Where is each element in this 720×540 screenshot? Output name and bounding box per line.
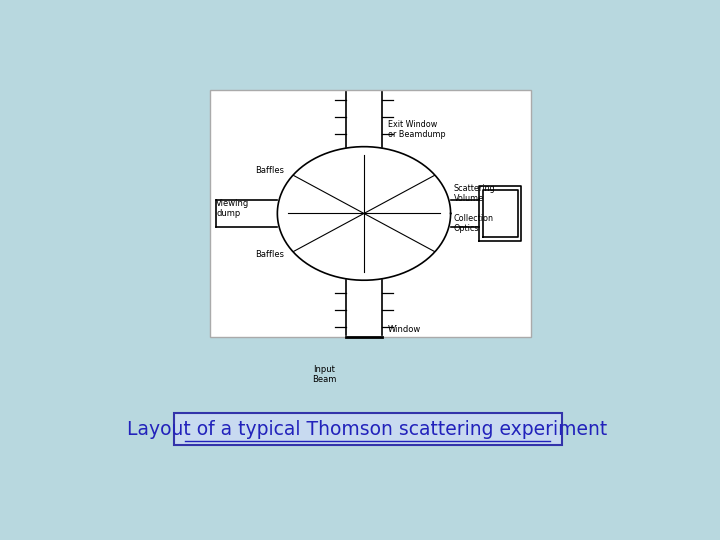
FancyBboxPatch shape xyxy=(174,413,562,446)
Text: Baffles: Baffles xyxy=(255,166,284,174)
Text: Baffles: Baffles xyxy=(255,250,284,259)
Text: Layout of a typical Thomson scattering experiment: Layout of a typical Thomson scattering e… xyxy=(127,420,608,438)
Text: Collection
Optics: Collection Optics xyxy=(454,214,494,233)
Text: Input
Beam: Input Beam xyxy=(312,364,336,384)
Text: Viewing
dump: Viewing dump xyxy=(217,199,250,218)
Text: Window: Window xyxy=(388,325,421,334)
Text: Exit Window
or Beamdump: Exit Window or Beamdump xyxy=(388,120,446,139)
FancyBboxPatch shape xyxy=(210,90,531,337)
Text: Scattering
Volume: Scattering Volume xyxy=(454,184,495,203)
